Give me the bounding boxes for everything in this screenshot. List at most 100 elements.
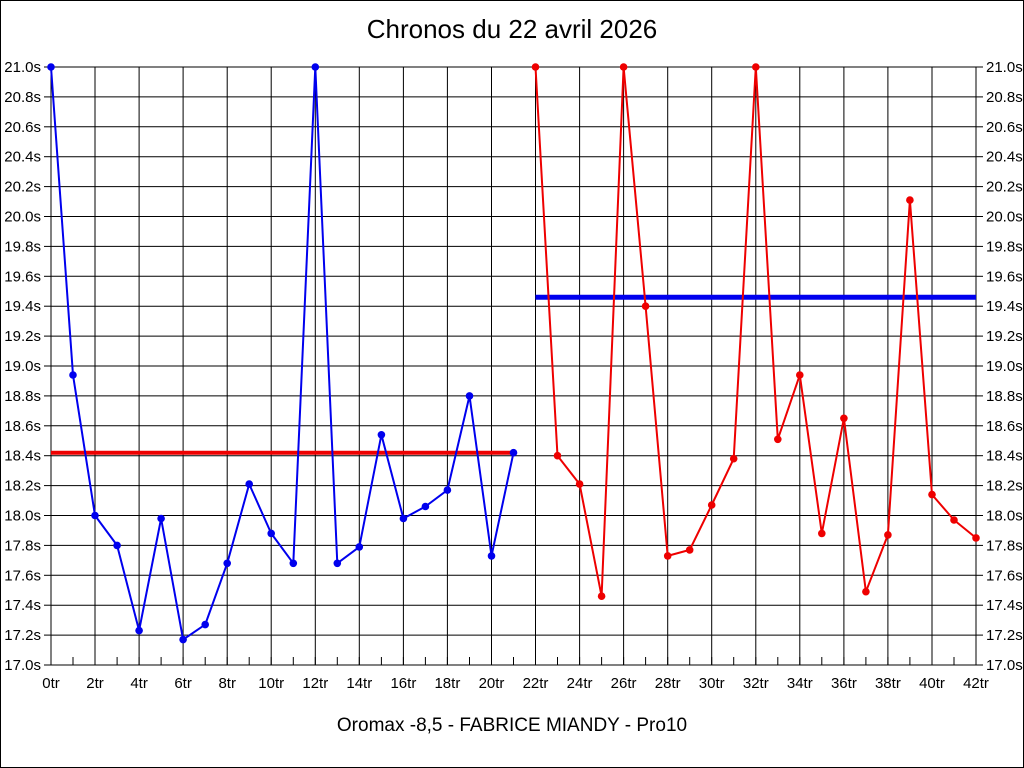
y-tick-label-right: 18.0s: [986, 508, 1023, 525]
y-tick-label-right: 18.2s: [986, 478, 1023, 495]
run-1-blue-point: [487, 552, 496, 560]
x-tick-label: 26tr: [611, 675, 637, 692]
x-tick-label: 36tr: [831, 675, 857, 692]
run-1-blue-point: [355, 543, 364, 551]
y-tick-label-right: 19.4s: [986, 298, 1023, 315]
y-tick-label-right: 17.8s: [986, 537, 1023, 554]
run-2-red-point: [950, 516, 958, 524]
run-2-red-point: [972, 534, 980, 542]
run-2-red-point: [641, 302, 650, 311]
y-tick-label-left: 18.8s: [4, 388, 41, 405]
x-tick-label: 38tr: [875, 675, 901, 692]
y-tick-label-right: 20.4s: [986, 149, 1023, 166]
x-tick-label: 24tr: [567, 675, 593, 692]
run-1-blue-point: [223, 559, 231, 568]
run-1-blue-point: [465, 392, 474, 400]
y-tick-label-right: 17.0s: [986, 657, 1023, 674]
y-tick-label-left: 17.2s: [4, 627, 41, 644]
x-tick-label: 32tr: [743, 675, 769, 692]
x-tick-label: 22tr: [523, 675, 549, 692]
y-tick-label-right: 19.2s: [986, 328, 1023, 345]
y-tick-label-left: 20.2s: [4, 179, 41, 196]
y-tick-label-left: 17.0s: [4, 657, 41, 674]
run-1-blue-point: [399, 514, 408, 523]
y-tick-label-left: 20.6s: [4, 119, 41, 136]
run-1-blue-point: [69, 371, 77, 379]
run-2-red-point: [729, 454, 738, 463]
y-tick-label-right: 19.6s: [986, 268, 1023, 285]
x-tick-label: 28tr: [655, 675, 681, 692]
y-tick-label-right: 18.6s: [986, 418, 1023, 435]
run-2-red-point: [928, 490, 936, 499]
run-2-red-point: [862, 587, 870, 596]
run-2-red-point: [774, 435, 782, 444]
run-2-red-point: [531, 63, 540, 71]
run-2-red-point: [575, 480, 584, 488]
run-2-red-point: [752, 63, 760, 71]
run-1-blue-point: [443, 486, 452, 494]
x-tick-label: 8tr: [218, 675, 236, 692]
y-tick-label-right: 17.4s: [986, 597, 1023, 614]
run-2-red-point: [597, 592, 606, 600]
y-tick-label-left: 18.6s: [4, 418, 41, 435]
y-tick-label-right: 18.4s: [986, 448, 1023, 465]
y-tick-label-left: 20.4s: [4, 149, 41, 166]
chart-footer: Oromax -8,5 - FABRICE MIANDY - Pro10: [336, 715, 688, 736]
y-tick-label-left: 19.2s: [4, 328, 41, 345]
x-tick-label: 6tr: [174, 675, 192, 692]
y-tick-label-left: 19.8s: [4, 238, 41, 255]
y-tick-label-right: 19.0s: [986, 358, 1023, 375]
y-tick-label-left: 18.2s: [4, 478, 41, 495]
run-2-red-point: [818, 529, 826, 538]
run-2-red-point: [619, 63, 628, 71]
run-1-blue-point: [201, 620, 209, 629]
y-tick-label-right: 19.8s: [986, 238, 1023, 255]
x-tick-label: 10tr: [258, 675, 284, 692]
run-1-blue-point: [267, 529, 276, 538]
y-tick-label-left: 18.4s: [4, 448, 41, 465]
y-tick-label-left: 19.0s: [4, 358, 41, 375]
x-tick-label: 12tr: [302, 675, 328, 692]
y-tick-label-right: 20.0s: [986, 209, 1023, 226]
x-tick-label: 30tr: [699, 675, 725, 692]
y-tick-label-left: 17.4s: [4, 597, 41, 614]
y-tick-label-right: 17.2s: [986, 627, 1023, 644]
x-tick-label: 20tr: [479, 675, 505, 692]
run-1-blue-line: [50, 66, 515, 641]
run-1-blue-point: [113, 541, 121, 550]
run-2-red-point: [884, 531, 892, 539]
x-tick-label: 4tr: [130, 675, 148, 692]
y-tick-label-left: 17.8s: [4, 537, 41, 554]
x-tick-label: 18tr: [434, 675, 460, 692]
run-2-red-point: [707, 501, 716, 509]
run-1-blue-point: [509, 448, 518, 457]
y-tick-label-right: 18.8s: [986, 388, 1023, 405]
x-tick-label: 0tr: [42, 675, 60, 692]
y-tick-label-right: 17.6s: [986, 567, 1023, 584]
y-tick-label-right: 20.6s: [986, 119, 1023, 136]
y-tick-label-left: 18.0s: [4, 508, 41, 525]
x-tick-label: 2tr: [86, 675, 104, 692]
x-tick-label: 42tr: [963, 675, 989, 692]
y-tick-label-left: 20.0s: [4, 209, 41, 226]
plot-border: [50, 66, 977, 666]
y-tick-label-right: 21.0s: [986, 59, 1023, 76]
run-1-blue-point: [91, 511, 99, 520]
run-1-blue-point: [289, 559, 298, 568]
x-tick-label: 34tr: [787, 675, 813, 692]
y-tick-label-left: 19.6s: [4, 268, 41, 285]
run-1-blue-point: [377, 431, 386, 439]
run-1-blue-point: [47, 63, 55, 71]
run-2-red-point: [663, 552, 672, 560]
run-2-red-point: [796, 371, 804, 379]
y-tick-label-left: 20.8s: [4, 89, 41, 106]
y-tick-label-right: 20.8s: [986, 89, 1023, 106]
run-1-blue-point: [311, 63, 320, 71]
y-tick-label-left: 21.0s: [4, 59, 41, 76]
chart-title: Chronos du 22 avril 2026: [366, 14, 658, 44]
y-tick-label-left: 17.6s: [4, 567, 41, 584]
y-tick-label-right: 20.2s: [986, 179, 1023, 196]
run-2-red-point: [553, 451, 562, 460]
